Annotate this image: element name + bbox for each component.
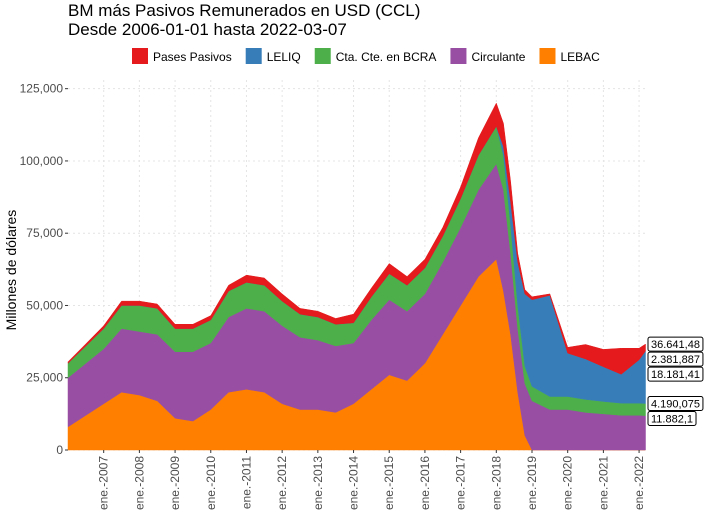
x-tick-label: ene.-2012	[275, 456, 289, 510]
x-tick-label: ene.-2017	[454, 456, 468, 510]
y-tick-label: 0	[56, 443, 63, 457]
end-label: 4.190,075	[647, 396, 704, 412]
x-tick-label: ene.-2022	[632, 456, 646, 510]
x-tick-label: ene.-2015	[382, 456, 396, 510]
x-tick-label: ene.-2018	[489, 456, 503, 510]
x-tick-label: ene.-2011	[239, 456, 253, 509]
y-tick-label: 100,000	[20, 154, 64, 168]
end-label-box	[647, 336, 704, 352]
y-tick-label: 125,000	[20, 82, 64, 96]
chart-title-line1: BM más Pasivos Remunerados en USD (CCL)	[68, 1, 420, 20]
end-label: 36.641,48	[647, 336, 704, 352]
x-tick-label: ene.-2016	[418, 456, 432, 510]
legend-label: Pases Pasivos	[153, 50, 232, 64]
end-label-text: 36.641,48	[651, 339, 700, 351]
legend-label: LEBAC	[560, 50, 600, 64]
end-label-box	[647, 351, 704, 367]
legend-label: Cta. Cte. en BCRA	[336, 50, 437, 64]
legend-label: Circulante	[471, 50, 525, 64]
end-label: 11.882,1	[647, 411, 697, 427]
x-tick-label: ene.-2008	[132, 456, 146, 510]
x-tick-label: ene.-2021	[596, 456, 610, 510]
legend-swatch	[450, 48, 467, 64]
end-label-text: 4.190,075	[651, 399, 700, 411]
end-label-box	[647, 411, 697, 427]
x-tick-label: ene.-2014	[347, 456, 361, 510]
x-tick-label: ene.-2007	[97, 456, 111, 510]
legend-swatch	[539, 48, 556, 64]
end-labels: 36.641,48 2.381,887 18.181,41 4.190,075 11.8…	[647, 336, 704, 427]
end-label-box	[647, 396, 704, 412]
y-axis-label: Millones de dólares	[3, 210, 19, 331]
end-label-box	[647, 366, 704, 382]
y-tick-label: 75,000	[26, 226, 63, 240]
x-tick-label: ene.-2020	[561, 456, 575, 510]
legend-label: LELIQ	[267, 50, 301, 64]
y-axis-ticks: 0 25,000 50,000 75,000 100,000 125,000	[20, 82, 68, 457]
legend-swatch	[245, 48, 262, 64]
y-tick-label: 50,000	[26, 298, 63, 312]
x-tick-label: ene.-2019	[525, 456, 539, 510]
y-tick-label: 25,000	[26, 371, 63, 385]
x-tick-label: ene.-2013	[311, 456, 325, 510]
legend-swatch	[132, 48, 148, 64]
end-label: 18.181,41	[647, 366, 704, 382]
area-layers	[67, 102, 646, 451]
x-tick-label: ene.-2009	[168, 456, 182, 510]
x-axis-ticks: ene.-2007 ene.-2008 ene.-2009 ene.-2010 ene.…	[97, 450, 646, 510]
area-pases-pasivos	[67, 102, 646, 375]
end-label-text: 18.181,41	[651, 369, 700, 381]
x-tick-label: ene.-2010	[204, 456, 218, 510]
end-label-text: 11.882,1	[651, 414, 693, 426]
chart-title-line2: Desde 2006-01-01 hasta 2022-03-07	[68, 20, 347, 39]
end-label-text: 2.381,887	[651, 354, 700, 366]
end-label: 2.381,887	[647, 351, 704, 367]
legend: Pases Pasivos LELIQ Cta. Cte. en BCRA Circu…	[132, 48, 600, 64]
legend-swatch	[314, 48, 331, 64]
